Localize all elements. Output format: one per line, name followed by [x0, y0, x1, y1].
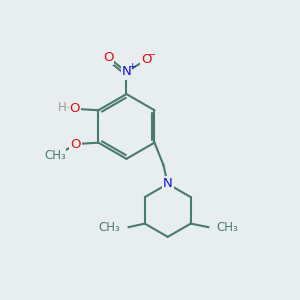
- Text: CH₃: CH₃: [99, 220, 120, 234]
- Text: N: N: [122, 65, 131, 79]
- Text: O: O: [70, 102, 80, 115]
- Text: N: N: [163, 177, 172, 190]
- Text: H: H: [58, 101, 67, 114]
- Text: CH₃: CH₃: [44, 149, 66, 162]
- Text: O: O: [103, 51, 113, 64]
- Text: ·: ·: [66, 102, 70, 115]
- Text: +: +: [128, 61, 135, 70]
- Text: O: O: [70, 138, 81, 151]
- Text: CH₃: CH₃: [217, 220, 238, 234]
- Text: −: −: [148, 50, 156, 60]
- Text: O: O: [141, 53, 152, 66]
